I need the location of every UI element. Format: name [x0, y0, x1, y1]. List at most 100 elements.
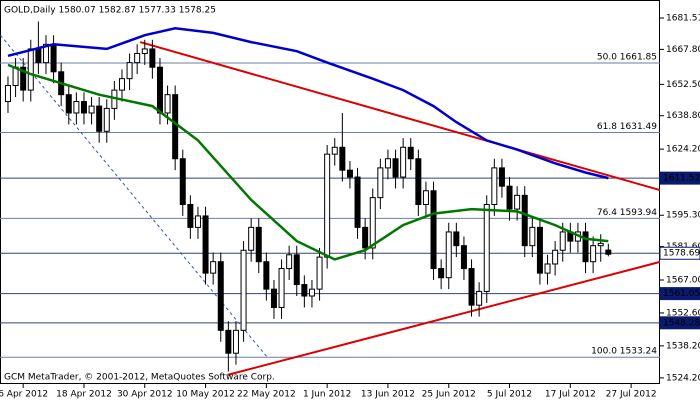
candle-body — [384, 158, 391, 169]
candle-body — [4, 85, 11, 103]
candle-body — [248, 226, 255, 251]
price-box — [659, 246, 700, 260]
candle-body — [65, 94, 72, 114]
x-tick-label: 5 Jul 2012 — [487, 390, 532, 400]
candle-body — [331, 146, 338, 155]
x-tick-label: 6 Apr 2012 — [0, 390, 48, 400]
candle-body — [156, 66, 163, 114]
candle-body — [582, 231, 589, 263]
y-tick-label: 1667.80 — [666, 45, 700, 55]
moving-average — [7, 27, 609, 180]
price-box-label: 1561.05 — [663, 289, 700, 299]
candle-body — [529, 226, 536, 247]
candle-body — [187, 203, 194, 228]
moving-average — [7, 63, 609, 261]
candle-body — [354, 176, 361, 228]
candle-body — [597, 242, 604, 247]
trendline — [227, 260, 661, 376]
y-tick-label: 1638.80 — [666, 111, 700, 121]
candle-body — [430, 190, 437, 270]
price-box-label: 1548.28 — [663, 318, 700, 328]
candle-body — [445, 231, 452, 279]
x-tick-label: 10 May 2012 — [176, 390, 235, 400]
candle-body — [134, 52, 141, 64]
candle-body — [362, 226, 369, 249]
fib-label: 50.0 1661.85 — [597, 52, 657, 62]
candle-body — [559, 231, 566, 251]
candle-body — [377, 167, 384, 199]
candle-body — [225, 329, 232, 354]
candle-body — [438, 268, 445, 279]
candle-body — [270, 288, 277, 308]
candle-body — [339, 146, 346, 171]
y-tick-label: 1524.20 — [666, 373, 700, 383]
x-tick-label: 13 Jun 2012 — [361, 390, 415, 400]
candle-body — [217, 261, 224, 331]
candle-body — [308, 288, 315, 297]
candle-body — [491, 167, 498, 205]
candle-body — [324, 153, 331, 258]
candle-body — [179, 158, 186, 205]
candle-body — [407, 146, 414, 160]
y-tick-label: 1567.00 — [666, 275, 700, 285]
candle-body — [210, 261, 217, 274]
candle-body — [263, 261, 270, 290]
candle-body — [536, 226, 543, 274]
candle-body — [293, 254, 300, 286]
candle-body — [80, 101, 87, 114]
fib-label: 76.4 1593.94 — [597, 208, 657, 218]
candle-body — [88, 105, 95, 114]
candle-body — [316, 256, 323, 290]
candle-body — [286, 254, 293, 270]
plot-layer: 50.0 1661.85 61.8 1631.49 76.4 1593.94 100.… — [0, 21, 661, 376]
candle-body — [50, 43, 57, 73]
candle-body — [255, 226, 262, 263]
candle-body — [20, 66, 27, 91]
candle-body — [544, 263, 551, 274]
candle-body — [346, 169, 353, 178]
y-tick-label: 1624.20 — [666, 145, 700, 155]
candle-body — [552, 249, 559, 265]
price-box — [659, 287, 700, 301]
candle-body — [506, 185, 513, 210]
x-tick-label: 17 Jul 2012 — [545, 390, 596, 400]
candle-body — [453, 231, 460, 247]
y-tick-label: 1552.60 — [666, 308, 700, 318]
x-tick-label: 25 Jun 2012 — [422, 390, 476, 400]
candle-body — [468, 268, 475, 306]
price-box — [659, 171, 700, 185]
y-tick-label: 1595.30 — [666, 211, 700, 221]
candle-body — [422, 190, 429, 205]
candle-body — [27, 48, 34, 91]
footer: GCM MetaTrader, © 2001-2012, MetaQuotes … — [4, 373, 275, 383]
price-box-label: 1611.52 — [663, 174, 700, 184]
candle-body — [232, 329, 239, 354]
candle-body — [369, 197, 376, 249]
candle-body — [605, 249, 612, 255]
x-tick-label: 27 Jul 2012 — [606, 390, 657, 400]
trendline — [139, 41, 661, 192]
y-tick-label: 1652.50 — [666, 80, 700, 90]
candle-body — [301, 284, 308, 297]
candle-body — [42, 43, 49, 64]
candle-body — [460, 245, 467, 270]
candle-body — [278, 268, 285, 308]
candle-body — [172, 94, 179, 160]
candle-body — [164, 94, 171, 114]
candle-body — [590, 245, 597, 263]
candle-body — [149, 48, 156, 68]
candle-body — [126, 62, 133, 80]
candle-body — [96, 105, 103, 132]
candle-body — [483, 203, 490, 292]
fib-label: 100.0 1533.24 — [591, 347, 657, 357]
candle-body — [35, 48, 42, 64]
candle-body — [103, 107, 110, 132]
candle-body — [400, 146, 407, 178]
candle-body — [202, 215, 209, 274]
price-box — [659, 316, 700, 330]
candle-body — [73, 101, 80, 114]
x-tick-label: 22 May 2012 — [237, 390, 296, 400]
chart-title: GOLD,Daily 1580.07 1582.87 1577.33 1578.… — [4, 6, 216, 16]
candle-body — [392, 158, 399, 178]
